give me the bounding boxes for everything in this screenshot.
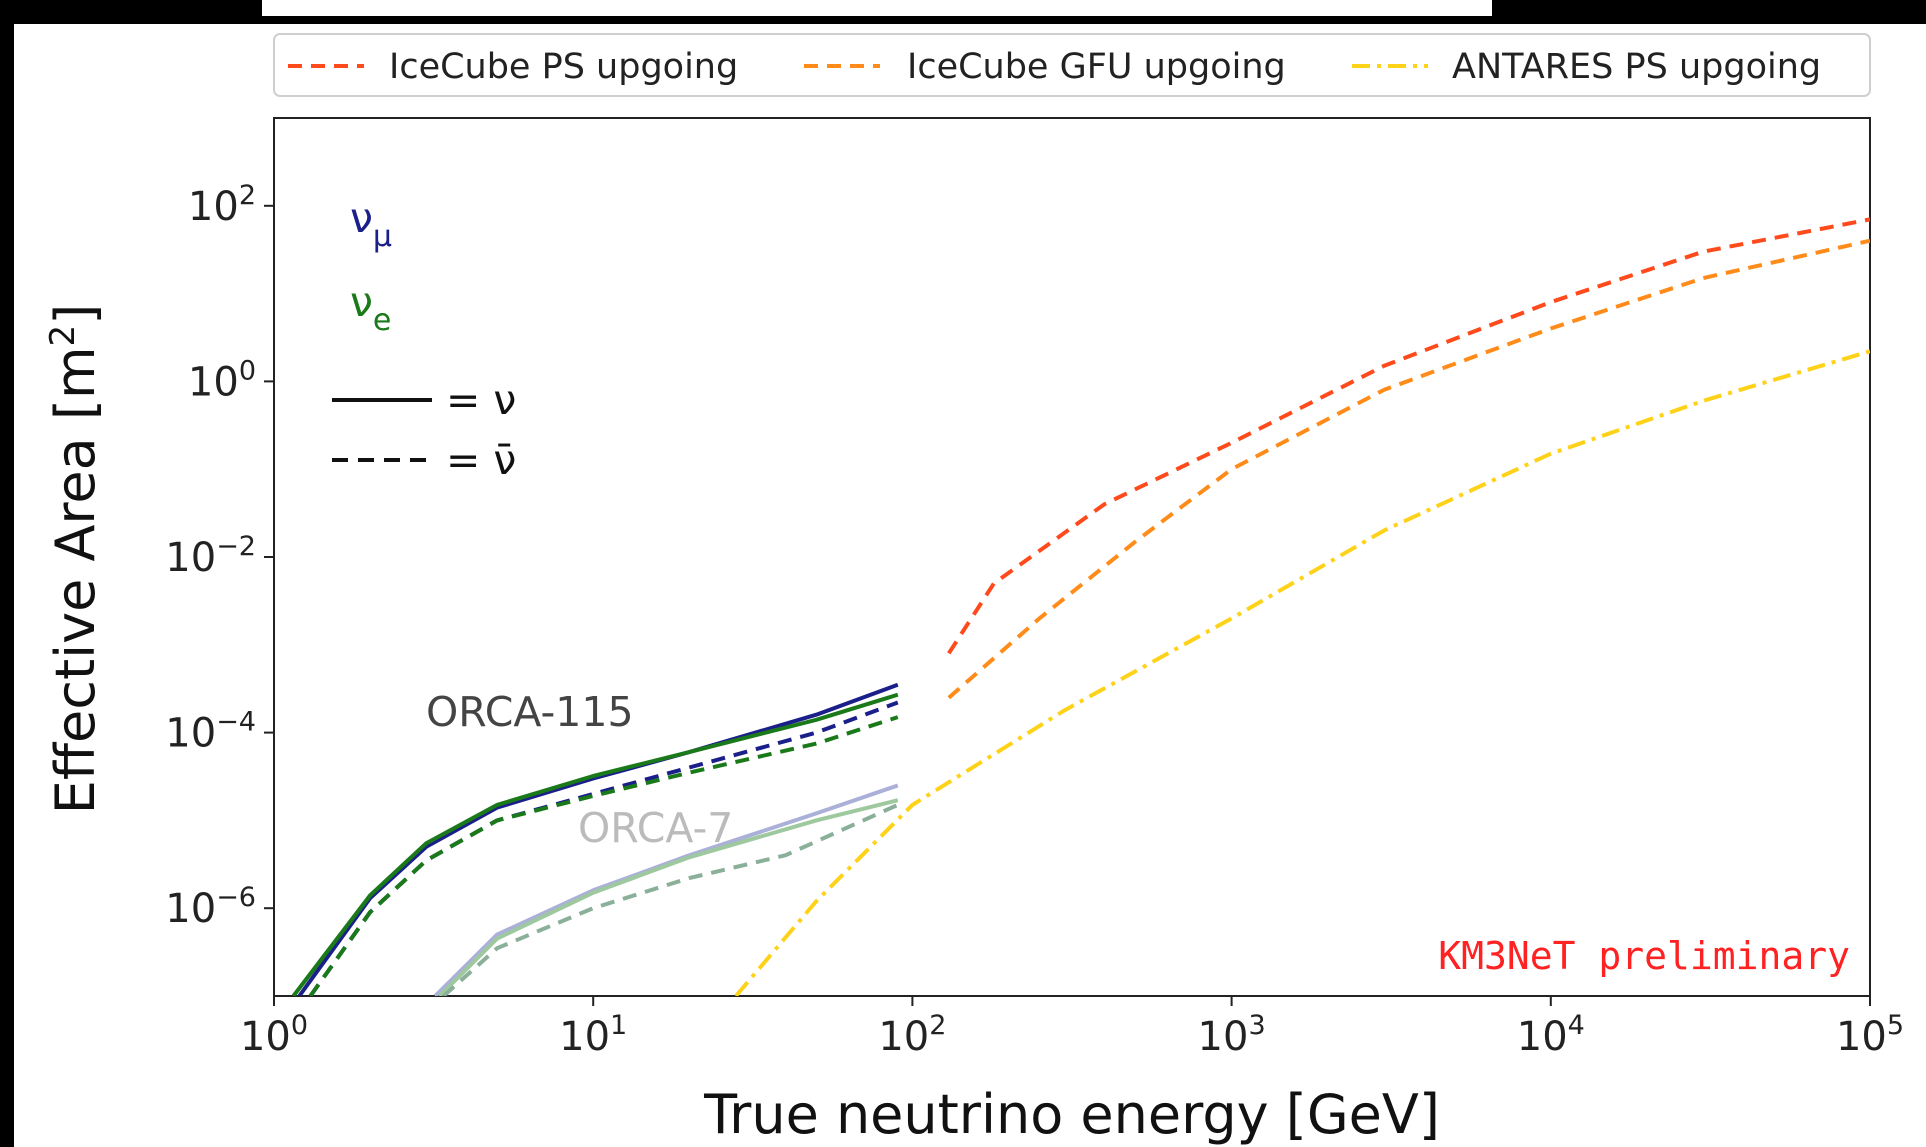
series-line-3 xyxy=(297,682,899,996)
plot-area xyxy=(273,117,1871,997)
y-tick-label-2: 10−2 xyxy=(165,531,256,581)
legend-label-antares-ps: ANTARES PS upgoing xyxy=(1452,47,1821,87)
legend-label-icecube-gfu: IceCube GFU upgoing xyxy=(907,47,1286,87)
series-line-0 xyxy=(947,217,1870,655)
legend-label-icecube-ps: IceCube PS upgoing xyxy=(389,47,738,87)
x-axis-label: True neutrino energy [GeV] xyxy=(703,1083,1440,1146)
numu-symbol: νμ xyxy=(350,194,392,254)
y-tick-label-1: 10−4 xyxy=(165,707,256,757)
series-line-9 xyxy=(442,803,899,996)
y-tick-label-3: 100 xyxy=(188,355,256,405)
legend-box xyxy=(273,33,1871,97)
x-tick-label-2: 102 xyxy=(878,1010,946,1060)
y-axis-label: Effective Area [m2] xyxy=(43,304,107,815)
x-tick-label-0: 100 xyxy=(240,1010,308,1060)
legend: IceCube PS upgoing IceCube GFU upgoing A… xyxy=(273,33,1871,97)
solid-key-label: = ν xyxy=(446,376,516,424)
effective-area-chart: IceCube PS upgoing IceCube GFU upgoing A… xyxy=(43,33,1904,1146)
series-layer xyxy=(291,217,1870,996)
x-tick-label-3: 103 xyxy=(1198,1010,1266,1060)
dashed-key-label: = ν̄ xyxy=(446,436,516,484)
preliminary-label: KM3NeT preliminary xyxy=(1438,934,1850,978)
orca7-label: ORCA-7 xyxy=(578,804,733,852)
y-tick-label-0: 10−6 xyxy=(165,882,256,932)
x-tick-label-4: 104 xyxy=(1517,1010,1585,1060)
nue-symbol: νe xyxy=(350,278,391,338)
orca115-label: ORCA-115 xyxy=(426,688,634,736)
series-line-7 xyxy=(433,783,899,996)
figure-frame: IceCube PS upgoing IceCube GFU upgoing A… xyxy=(14,24,1926,1147)
series-line-8 xyxy=(438,798,899,996)
y-tick-label-4: 102 xyxy=(188,180,256,230)
top-edge-bar xyxy=(262,0,1492,19)
tick-layer: 100 101 102 103 104 105 10−6 10−4 10−2 100 102 xyxy=(165,180,1904,1060)
x-tick-label-5: 105 xyxy=(1836,1010,1904,1060)
series-line-1 xyxy=(947,238,1870,700)
series-line-2 xyxy=(734,349,1870,996)
series-line-6 xyxy=(308,715,899,996)
series-line-4 xyxy=(291,692,899,996)
x-tick-label-1: 101 xyxy=(559,1010,627,1060)
